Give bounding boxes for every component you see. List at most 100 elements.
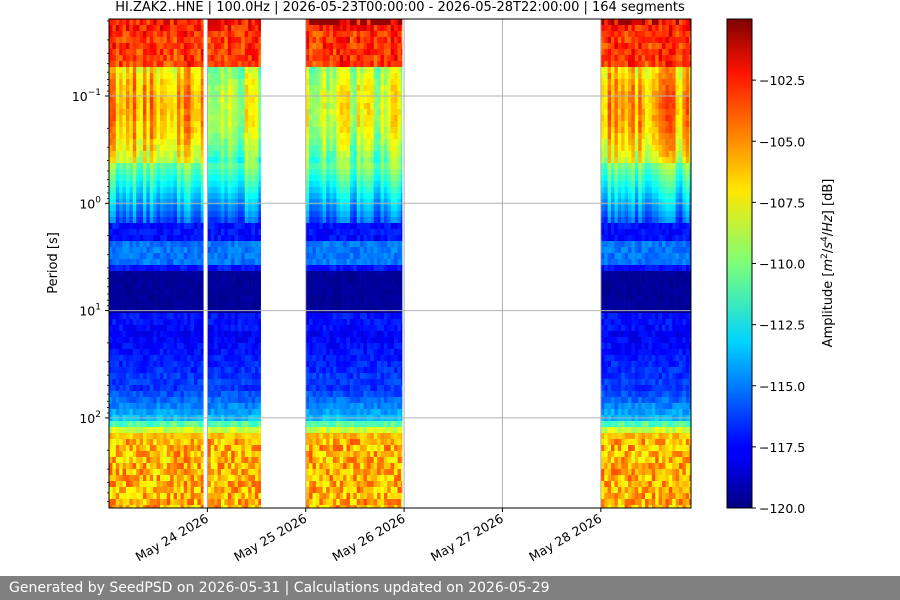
spectrogram-cell bbox=[166, 139, 171, 146]
spectrogram-cell bbox=[177, 157, 181, 164]
spectrogram-cell bbox=[177, 343, 181, 350]
spectrogram-cell bbox=[254, 97, 259, 104]
spectrogram-cell bbox=[119, 19, 123, 26]
spectrogram-cell bbox=[244, 73, 249, 80]
spectrogram-cell bbox=[129, 325, 134, 332]
spectrogram-cell bbox=[183, 289, 188, 296]
spectrogram-cell bbox=[146, 205, 151, 212]
spectrogram-cell bbox=[173, 349, 178, 356]
spectrogram-cell bbox=[244, 469, 249, 476]
spectrogram-cell bbox=[360, 289, 364, 296]
spectrogram-cell bbox=[312, 115, 317, 122]
spectrogram-cell bbox=[187, 427, 191, 434]
spectrogram-cell bbox=[214, 295, 218, 302]
spectrogram-cell bbox=[237, 343, 242, 350]
spectrogram-cell bbox=[353, 97, 358, 104]
spectrogram-cell bbox=[200, 43, 204, 50]
spectrogram-cell bbox=[251, 343, 256, 350]
spectrogram-cell bbox=[312, 355, 317, 362]
spectrogram-cell bbox=[173, 193, 178, 200]
spectrogram-cell bbox=[136, 487, 140, 494]
spectrogram-cell bbox=[248, 223, 252, 230]
spectrogram-cell bbox=[234, 325, 239, 332]
spectrogram-cell bbox=[146, 409, 151, 416]
spectrogram-cell bbox=[180, 259, 185, 266]
spectrogram-cell bbox=[343, 451, 347, 458]
spectrogram-cell bbox=[315, 169, 320, 176]
spectrogram-cell bbox=[190, 43, 195, 50]
spectrogram-cell bbox=[177, 313, 181, 320]
spectrogram-cell bbox=[207, 265, 212, 272]
spectrogram-cell bbox=[180, 175, 185, 182]
spectrogram-cell bbox=[224, 247, 229, 254]
spectrogram-cell bbox=[160, 451, 164, 458]
spectrogram-cell bbox=[112, 217, 117, 224]
spectrogram-cell bbox=[197, 157, 202, 164]
spectrogram-cell bbox=[200, 253, 204, 260]
spectrogram-cell bbox=[353, 421, 358, 428]
spectrogram-cell bbox=[153, 235, 157, 242]
spectrogram-cell bbox=[149, 325, 154, 332]
spectrogram-cell bbox=[112, 475, 117, 482]
spectrogram-cell bbox=[136, 403, 140, 410]
spectrogram-cell bbox=[360, 469, 364, 476]
spectrogram-cell bbox=[251, 145, 256, 152]
spectrogram-cell bbox=[126, 199, 130, 206]
spectrogram-cell bbox=[356, 355, 361, 362]
spectrogram-cell bbox=[251, 79, 256, 86]
spectrogram-cell bbox=[360, 247, 364, 254]
spectrogram-cell bbox=[190, 277, 195, 284]
spectrogram-cell bbox=[156, 319, 161, 326]
spectrogram-cell bbox=[258, 325, 261, 332]
spectrogram-cell bbox=[336, 253, 341, 260]
spectrogram-cell bbox=[336, 199, 341, 206]
spectrogram-cell bbox=[122, 313, 127, 320]
spectrogram-cell bbox=[217, 331, 222, 338]
spectrogram-cell bbox=[254, 289, 259, 296]
spectrogram-cell bbox=[309, 403, 313, 410]
spectrogram-cell bbox=[326, 331, 330, 338]
spectrogram-cell bbox=[177, 433, 181, 440]
spectrogram-cell bbox=[166, 271, 171, 278]
spectrogram-cell bbox=[244, 37, 249, 44]
spectrogram-cell bbox=[197, 55, 202, 62]
spectrogram-cell bbox=[224, 175, 229, 182]
spectrogram-cell bbox=[353, 145, 358, 152]
spectrogram-cell bbox=[237, 385, 242, 392]
spectrogram-cell bbox=[258, 121, 261, 128]
spectrogram-cell bbox=[156, 205, 161, 212]
spectrogram-cell bbox=[353, 175, 358, 182]
spectrogram-cell bbox=[227, 457, 232, 464]
spectrogram-cell bbox=[339, 247, 344, 254]
spectrogram-cell bbox=[214, 121, 218, 128]
spectrogram-cell bbox=[251, 61, 256, 68]
spectrogram-cell bbox=[214, 349, 218, 356]
spectrogram-cell bbox=[329, 61, 334, 68]
spectrogram-cell bbox=[149, 217, 154, 224]
spectrogram-cell bbox=[332, 241, 337, 248]
spectrogram-cell bbox=[251, 397, 256, 404]
spectrogram-cell bbox=[112, 433, 117, 440]
spectrogram-cell bbox=[254, 493, 259, 500]
spectrogram-cell bbox=[173, 319, 178, 326]
spectrogram-cell bbox=[156, 85, 161, 92]
spectrogram-cell bbox=[241, 235, 246, 242]
spectrogram-cell bbox=[146, 235, 151, 242]
spectrogram-cell bbox=[241, 157, 246, 164]
spectrogram-cell bbox=[177, 361, 181, 368]
spectrogram-cell bbox=[220, 25, 225, 32]
spectrogram-cell bbox=[146, 343, 151, 350]
spectrogram-cell bbox=[224, 493, 229, 500]
spectrogram-cell bbox=[163, 379, 168, 386]
spectrogram-cell bbox=[319, 427, 324, 434]
spectrogram-cell bbox=[163, 301, 168, 308]
spectrogram-cell bbox=[210, 355, 215, 362]
spectrogram-cell bbox=[187, 361, 191, 368]
spectrogram-cell bbox=[129, 241, 134, 248]
spectrogram-cell bbox=[136, 367, 140, 374]
spectrogram-cell bbox=[180, 463, 185, 470]
spectrogram-cell bbox=[149, 247, 154, 254]
spectrogram-cell bbox=[143, 271, 147, 278]
spectrogram-cell bbox=[339, 445, 344, 452]
spectrogram-cell bbox=[258, 379, 261, 386]
